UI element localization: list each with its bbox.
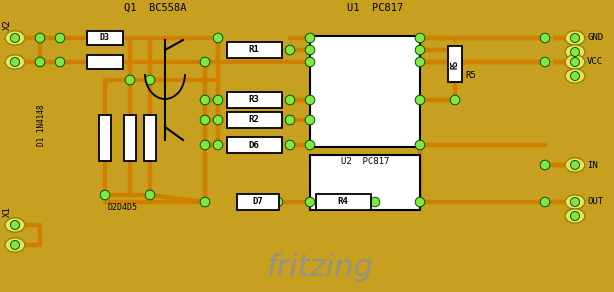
Circle shape xyxy=(305,57,315,67)
Circle shape xyxy=(415,45,425,55)
Circle shape xyxy=(570,48,580,56)
Circle shape xyxy=(55,57,65,67)
Ellipse shape xyxy=(5,238,25,252)
Bar xyxy=(144,115,156,161)
Circle shape xyxy=(213,95,223,105)
Circle shape xyxy=(570,197,580,206)
Text: D6: D6 xyxy=(249,140,259,150)
Circle shape xyxy=(35,33,45,43)
Circle shape xyxy=(415,57,425,67)
Text: VCC: VCC xyxy=(587,58,603,67)
Circle shape xyxy=(10,58,20,67)
Circle shape xyxy=(285,115,295,125)
Ellipse shape xyxy=(5,31,25,45)
Ellipse shape xyxy=(565,55,585,69)
Circle shape xyxy=(145,75,155,85)
Circle shape xyxy=(415,140,425,150)
Bar xyxy=(227,42,281,58)
Text: R3: R3 xyxy=(249,95,259,105)
Text: D3: D3 xyxy=(100,34,110,43)
Bar xyxy=(99,115,111,161)
Circle shape xyxy=(145,190,155,200)
Circle shape xyxy=(305,45,315,55)
Circle shape xyxy=(10,241,20,249)
Bar xyxy=(316,194,370,210)
Circle shape xyxy=(35,57,45,67)
Ellipse shape xyxy=(565,69,585,83)
Ellipse shape xyxy=(5,218,25,232)
Text: OUT: OUT xyxy=(587,197,603,206)
Circle shape xyxy=(10,220,20,230)
Text: Q1  BC558A: Q1 BC558A xyxy=(124,3,186,13)
Ellipse shape xyxy=(565,195,585,209)
Circle shape xyxy=(305,33,315,43)
Text: X1: X1 xyxy=(2,206,12,217)
Text: X2: X2 xyxy=(2,19,12,30)
Circle shape xyxy=(200,115,210,125)
Circle shape xyxy=(10,34,20,43)
Text: R2: R2 xyxy=(249,116,259,124)
Text: GND: GND xyxy=(587,34,603,43)
Circle shape xyxy=(570,58,580,67)
Ellipse shape xyxy=(5,55,25,69)
Circle shape xyxy=(415,197,425,207)
Circle shape xyxy=(540,57,550,67)
Text: U1  PC817: U1 PC817 xyxy=(347,3,403,13)
Circle shape xyxy=(570,34,580,43)
Circle shape xyxy=(415,33,425,43)
Text: D1 1N4148: D1 1N4148 xyxy=(37,104,47,146)
Circle shape xyxy=(273,197,283,207)
Bar xyxy=(87,55,123,69)
Circle shape xyxy=(213,115,223,125)
Bar xyxy=(310,36,420,147)
Bar xyxy=(87,31,123,45)
Circle shape xyxy=(305,95,315,105)
Bar xyxy=(227,137,281,153)
Circle shape xyxy=(540,33,550,43)
Circle shape xyxy=(55,33,65,43)
Text: fritzing: fritzing xyxy=(266,253,373,282)
Text: U2  PC817: U2 PC817 xyxy=(341,157,389,166)
Circle shape xyxy=(370,197,380,207)
Circle shape xyxy=(285,45,295,55)
Circle shape xyxy=(540,197,550,207)
Circle shape xyxy=(305,115,315,125)
Text: D2D4D5: D2D4D5 xyxy=(108,202,138,211)
Bar xyxy=(227,92,281,108)
Text: R1: R1 xyxy=(249,46,259,55)
Text: R5: R5 xyxy=(465,72,476,81)
Circle shape xyxy=(200,197,210,207)
Bar xyxy=(227,112,281,128)
Text: D7: D7 xyxy=(252,197,263,206)
Circle shape xyxy=(305,197,315,207)
Ellipse shape xyxy=(565,45,585,59)
Bar xyxy=(310,155,420,210)
Text: R5: R5 xyxy=(451,59,459,69)
Circle shape xyxy=(125,75,135,85)
Circle shape xyxy=(305,140,315,150)
Ellipse shape xyxy=(565,209,585,223)
Circle shape xyxy=(200,140,210,150)
Circle shape xyxy=(450,95,460,105)
Bar xyxy=(124,115,136,161)
Circle shape xyxy=(570,72,580,81)
Circle shape xyxy=(415,95,425,105)
Circle shape xyxy=(200,57,210,67)
Circle shape xyxy=(213,140,223,150)
Text: IN: IN xyxy=(587,161,598,169)
Ellipse shape xyxy=(565,158,585,172)
Bar xyxy=(237,194,279,210)
Circle shape xyxy=(570,161,580,169)
Circle shape xyxy=(285,95,295,105)
Circle shape xyxy=(540,160,550,170)
Circle shape xyxy=(285,140,295,150)
Text: R4: R4 xyxy=(338,197,348,206)
Circle shape xyxy=(570,211,580,220)
Bar xyxy=(448,46,462,82)
Circle shape xyxy=(100,190,110,200)
Circle shape xyxy=(200,95,210,105)
Circle shape xyxy=(213,33,223,43)
Ellipse shape xyxy=(565,31,585,45)
